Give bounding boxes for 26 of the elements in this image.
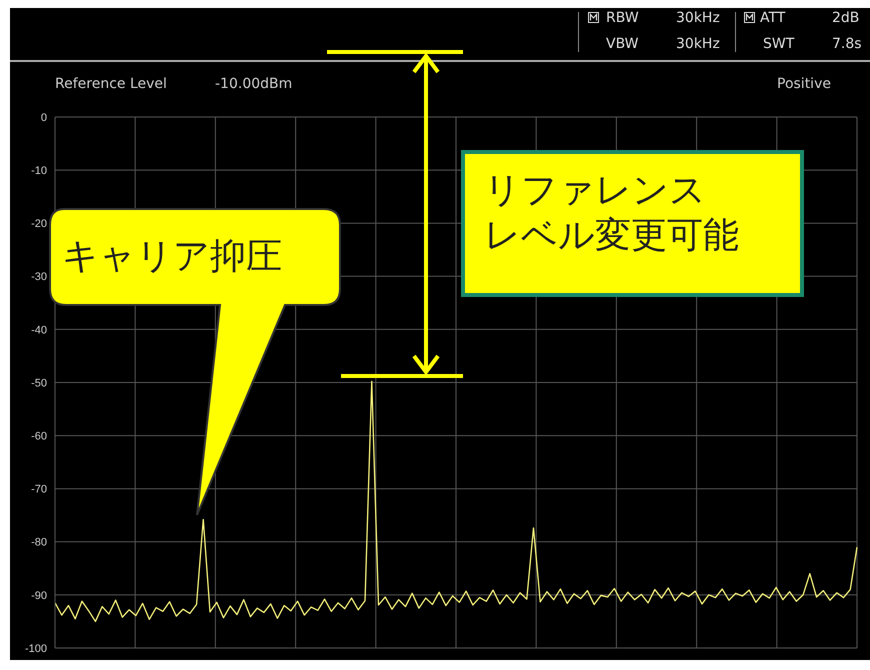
- y-tick-label: -60: [31, 430, 47, 443]
- y-tick-label: -70: [31, 484, 47, 496]
- y-tick-label: -40: [31, 324, 47, 336]
- text: ATT: [760, 10, 786, 28]
- y-tick-label: -90: [31, 590, 47, 602]
- text: RBW: [606, 10, 639, 28]
- text: Reference Level: [55, 76, 167, 94]
- y-tick-label: -50: [31, 377, 47, 390]
- text: 2dB: [832, 10, 860, 28]
- text: SWT: [763, 36, 794, 54]
- annotation: リファレンス: [484, 169, 706, 213]
- text: VBW: [606, 36, 639, 54]
- y-tick-label: -10: [31, 165, 47, 178]
- y-tick-label: -20: [31, 218, 47, 230]
- text: -10.00dBm: [215, 76, 292, 94]
- y-tick-label: -30: [31, 271, 47, 284]
- y-tick-label: -80: [31, 536, 47, 549]
- text: 30kHz: [676, 36, 720, 54]
- text: Positive: [777, 76, 831, 94]
- text: 30kHz: [676, 10, 720, 28]
- annotation: レベル変更可能: [484, 214, 739, 258]
- text: 7.8s: [832, 36, 862, 54]
- annotation: キャリア抑圧: [62, 235, 282, 279]
- line-series: [54, 380, 858, 622]
- y-tick-label: -100: [24, 642, 47, 655]
- y-tick-label: 0: [40, 112, 47, 124]
